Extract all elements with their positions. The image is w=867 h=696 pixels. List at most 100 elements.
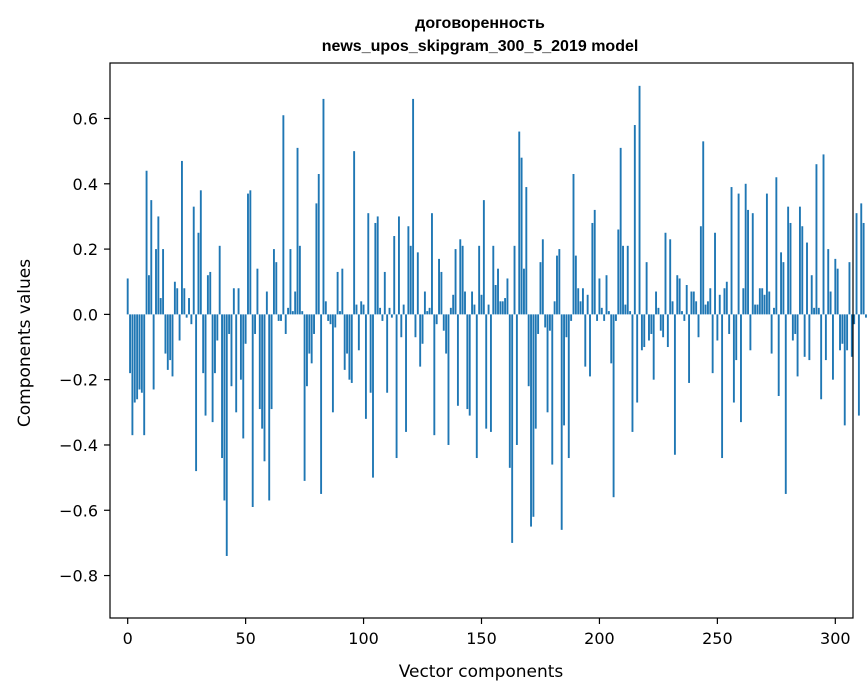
bar-203 [605,275,608,315]
bar-169 [525,187,528,315]
bar-157 [497,268,499,315]
bar-194 [584,314,587,367]
bar-186 [565,314,568,338]
bar-101 [364,314,367,419]
bar-228 [664,232,667,315]
bar-218 [640,314,643,351]
bar-191 [577,288,580,315]
bar-8 [145,170,148,315]
bar-106 [376,216,379,315]
bar-266 [754,304,757,315]
bar-14 [159,298,162,315]
x-tick-label: 50 [235,629,255,648]
bar-221 [648,314,650,341]
bar-155 [492,245,495,315]
bar-287 [803,314,806,357]
bar-200 [598,278,601,315]
bar-124 [419,314,422,367]
bar-87 [331,314,334,413]
bar-259 [737,193,740,315]
bar-0 [126,278,129,315]
x-tick-label: 100 [348,629,379,648]
bar-97 [355,304,358,315]
bar-24 [183,288,186,315]
bar-135 [445,314,448,354]
bar-136 [447,314,450,445]
bar-63 [275,262,278,315]
bar-19 [171,314,174,377]
bar-90 [339,311,341,315]
bar-127 [426,311,429,315]
bar-162 [508,314,511,468]
bar-274 [773,307,775,315]
bar-53 [251,314,254,507]
bar-13 [157,216,160,315]
bar-202 [603,314,606,321]
bar-84 [324,301,327,315]
bar-184 [560,314,563,530]
bar-50 [244,314,247,344]
bar-59 [265,291,268,315]
bar-125 [421,314,424,344]
bar-304 [843,314,846,426]
bar-182 [556,255,558,315]
bar-308 [853,314,856,325]
bar-253 [723,288,726,315]
bar-222 [650,314,653,334]
bar-299 [832,314,834,380]
bar-248 [711,314,714,374]
bar-267 [756,304,759,315]
chart-title: договоренность [415,15,545,32]
bar-233 [676,275,679,315]
bar-92 [343,314,346,370]
bar-4 [136,314,139,400]
bar-300 [834,258,837,315]
bar-103 [369,314,372,393]
bar-227 [662,314,665,338]
bar-140 [456,314,459,406]
bar-275 [775,177,778,315]
bar-271 [765,193,768,315]
bar-174 [537,314,540,334]
bar-180 [551,314,554,465]
bar-234 [678,278,681,315]
bar-171 [530,314,532,527]
bar-297 [827,249,830,315]
bar-120 [409,245,412,315]
bar-179 [548,314,551,331]
y-tick-label: 0.4 [73,175,98,194]
bar-40 [221,314,223,459]
bar-215 [633,125,636,315]
bar-276 [777,314,780,396]
bar-38 [216,314,219,341]
bar-121 [412,98,415,315]
bar-146 [471,291,474,315]
bar-133 [440,271,443,315]
bar-131 [435,314,438,325]
bar-176 [541,239,544,315]
bar-292 [815,164,818,315]
bar-77 [308,314,311,354]
bar-17 [166,314,169,370]
bar-104 [372,314,374,478]
bar-167 [520,157,523,315]
bar-149 [478,245,481,315]
bar-5 [138,314,141,390]
bar-246 [706,301,709,315]
bar-99 [360,301,363,315]
bar-2 [131,314,134,436]
bar-219 [643,314,646,348]
x-axis-ticks: 0 50 100 150 200 250 300 [123,618,851,648]
bar-7 [143,314,146,436]
bar-37 [214,314,216,374]
bar-139 [454,249,457,315]
bar-268 [758,288,761,315]
bar-306 [848,262,851,315]
bar-69 [289,249,292,315]
bar-36 [211,314,214,423]
bar-44 [230,314,233,387]
bar-309 [855,213,858,315]
bar-230 [669,239,672,315]
bar-6 [140,314,143,393]
bar-147 [473,304,476,315]
